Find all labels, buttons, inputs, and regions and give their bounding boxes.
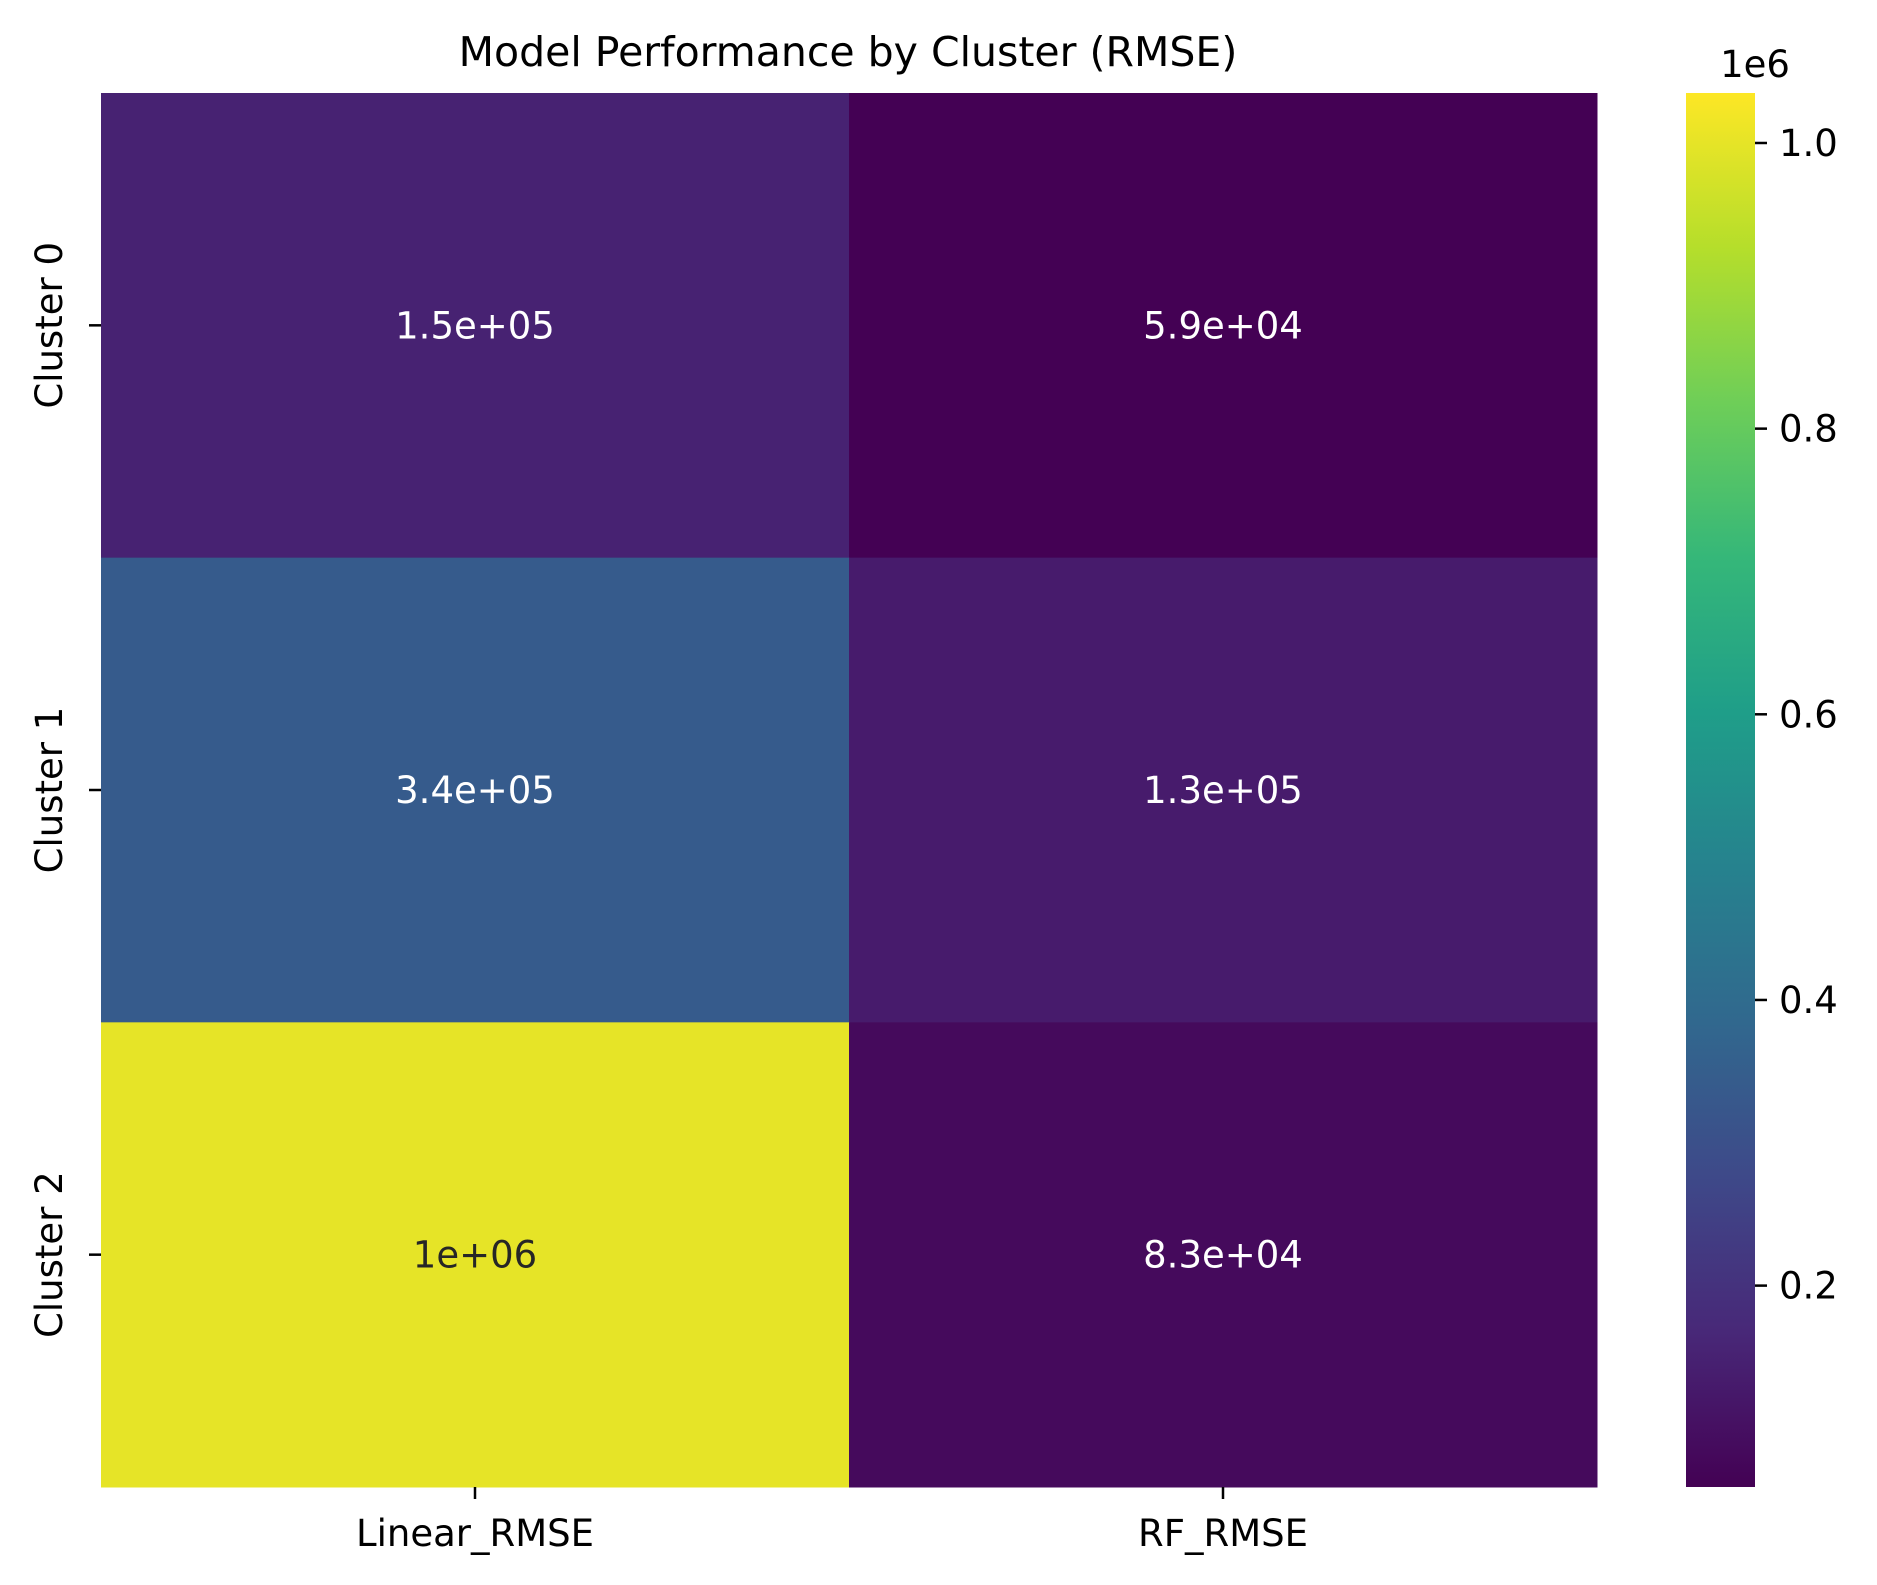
colorbar-tick-label: 0.6	[1779, 693, 1838, 736]
colorbar: 0.2 0.4 0.6 0.8 1.0 1e6	[1686, 43, 1838, 1487]
cell-value-label: 5.9e+04	[1143, 304, 1303, 347]
chart-title: Model Performance by Cluster (RMSE)	[459, 28, 1238, 76]
x-axis: Linear_RMSE RF_RMSE	[356, 1487, 1308, 1555]
heatmap-cell	[101, 93, 850, 559]
heatmap-cell	[849, 557, 1598, 1023]
y-tick-label: Cluster 1	[28, 707, 71, 874]
heatmap-cell	[849, 93, 1598, 559]
y-tick-label: Cluster 0	[28, 242, 71, 409]
colorbar-offset-text: 1e6	[1720, 43, 1790, 86]
cell-value-label: 1e+06	[413, 1234, 537, 1277]
colorbar-tick-label: 1.0	[1779, 122, 1838, 165]
colorbar-tick-label: 0.8	[1779, 408, 1838, 451]
heatmap-cell	[849, 1022, 1598, 1488]
cell-value-label: 8.3e+04	[1143, 1234, 1303, 1277]
cell-value-label: 1.3e+05	[1143, 769, 1303, 812]
cell-value-label: 3.4e+05	[395, 769, 555, 812]
colorbar-gradient	[1686, 93, 1755, 1487]
cell-annotations: 1.5e+05 5.9e+04 3.4e+05 1.3e+05 1e+06 8.3e+04	[395, 304, 1303, 1276]
colorbar-tick-label: 0.2	[1779, 1265, 1838, 1308]
heatmap-cell	[101, 557, 850, 1023]
colorbar-tick-label: 0.4	[1779, 979, 1838, 1022]
heatmap-cells	[101, 93, 1598, 1488]
cell-value-label: 1.5e+05	[395, 304, 555, 347]
y-axis: Cluster 0 Cluster 1 Cluster 2	[28, 242, 101, 1338]
y-tick-label: Cluster 2	[28, 1171, 71, 1338]
x-tick-label: RF_RMSE	[1138, 1512, 1308, 1555]
heatmap-cell	[101, 1022, 850, 1488]
x-tick-label: Linear_RMSE	[356, 1512, 594, 1555]
